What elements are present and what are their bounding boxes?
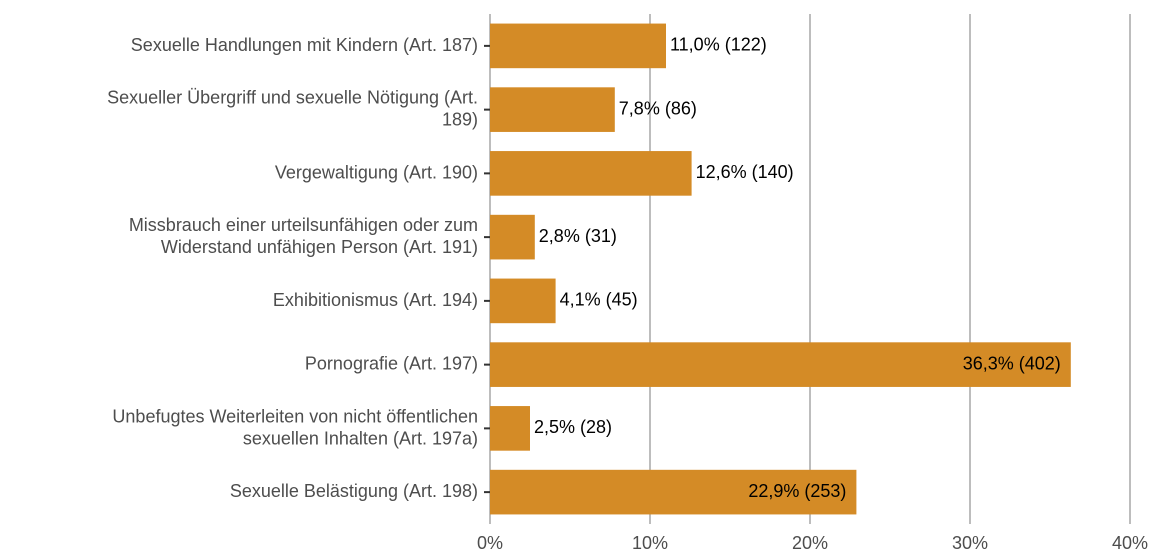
bar xyxy=(490,342,1071,387)
bar xyxy=(490,278,556,324)
data-label: 12,6% (140) xyxy=(696,162,794,182)
data-label: 11,0% (122) xyxy=(670,35,767,55)
bar xyxy=(490,23,666,69)
data-label: 2,8% (31) xyxy=(539,226,617,246)
x-tick-label: 40% xyxy=(1112,533,1148,553)
x-tick-label: 20% xyxy=(792,533,828,553)
y-tick-label: Vergewaltigung (Art. 190) xyxy=(275,162,478,182)
y-tick-label: Sexueller Übergriff und sexuelle Nötigun… xyxy=(107,87,478,129)
data-label: 4,1% (45) xyxy=(560,290,638,310)
y-tick-label: Pornografie (Art. 197) xyxy=(305,353,478,373)
x-tick-label: 10% xyxy=(632,533,668,553)
y-tick-label: Exhibitionismus (Art. 194) xyxy=(273,290,478,310)
y-tick-label: Sexuelle Belästigung (Art. 198) xyxy=(230,481,478,501)
data-label: 22,9% (253) xyxy=(748,481,846,501)
x-tick-label: 30% xyxy=(952,533,988,553)
y-tick-label: Sexuelle Handlungen mit Kindern (Art. 18… xyxy=(131,35,478,55)
y-tick-label: Missbrauch einer urteilsunfähigen oder z… xyxy=(129,215,478,257)
bar xyxy=(490,406,530,451)
data-label: 36,3% (402) xyxy=(963,353,1061,373)
bar xyxy=(490,87,615,132)
bar xyxy=(490,469,857,515)
bar xyxy=(490,214,535,260)
bar xyxy=(490,151,692,196)
x-tick-label: 0% xyxy=(477,533,503,553)
data-label: 2,5% (28) xyxy=(534,417,612,437)
y-tick-label: Unbefugtes Weiterleiten von nicht öffent… xyxy=(112,406,478,448)
data-label: 7,8% (86) xyxy=(619,98,697,118)
